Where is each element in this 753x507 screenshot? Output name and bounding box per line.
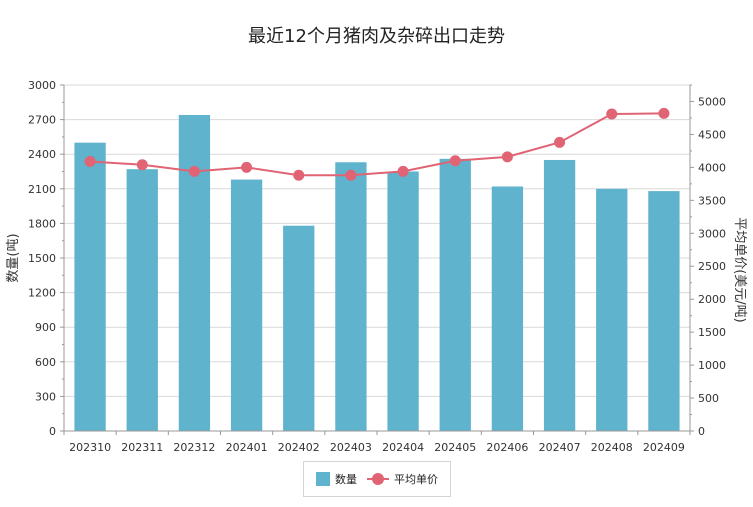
line-point	[84, 155, 96, 167]
x-tick-label: 202409	[643, 441, 685, 454]
legend-bar-label: 数量	[335, 473, 357, 486]
x-tick-label: 202312	[173, 441, 215, 454]
line-point	[136, 159, 148, 171]
x-tick-label: 202407	[539, 441, 581, 454]
x-tick-label: 202310	[69, 441, 111, 454]
x-tick-label: 202408	[591, 441, 633, 454]
x-tick-label: 202406	[486, 441, 528, 454]
x-tick-label: 202311	[121, 441, 163, 454]
bar	[439, 158, 471, 431]
x-tick-label: 202405	[434, 441, 476, 454]
line-point	[188, 165, 200, 177]
bar	[387, 171, 419, 431]
y-left-tick-label: 1200	[28, 287, 56, 300]
line-series	[84, 107, 670, 181]
line-point	[241, 161, 253, 173]
y-left-tick-label: 2400	[28, 148, 56, 161]
line-point	[345, 169, 357, 181]
y-left-tick-label: 2100	[28, 183, 56, 196]
y-right-tick-label: 4000	[698, 161, 726, 174]
y-right-tick-label: 2500	[698, 260, 726, 273]
y-right-tick-label: 3000	[698, 227, 726, 240]
y-right-tick-label: 5000	[698, 95, 726, 108]
bar	[126, 169, 158, 431]
x-tick-label: 202401	[226, 441, 268, 454]
y-right-tick-label: 3500	[698, 194, 726, 207]
legend-item-line: 平均单价	[367, 471, 438, 487]
line-point	[397, 165, 409, 177]
y-axis-right-title: 平均单价(美元/吨)	[732, 217, 747, 323]
y-left-tick-label: 1500	[28, 252, 56, 265]
x-tick-label: 202403	[330, 441, 372, 454]
y-left-tick-label: 0	[49, 425, 56, 438]
line-point	[606, 108, 618, 120]
y-right-tick-label: 0	[698, 425, 705, 438]
bar	[491, 186, 524, 431]
bar-series	[74, 114, 680, 432]
y-axis-left-title: 数量(吨)	[6, 233, 21, 282]
y-left-tick-label: 600	[35, 356, 56, 369]
y-left-tick-label: 1800	[28, 217, 56, 230]
legend-line-swatch	[367, 472, 389, 486]
legend-item-bar: 数量	[316, 471, 357, 487]
chart-title: 最近12个月猪肉及杂碎出口走势	[248, 26, 505, 47]
x-tick-label: 202402	[278, 441, 320, 454]
y-left-tick-label: 300	[35, 390, 56, 403]
y-right-tick-label: 4500	[698, 128, 726, 141]
y-left-tick-label: 3000	[28, 79, 56, 92]
line-path	[90, 112, 664, 177]
y-right-tick-label: 500	[698, 392, 719, 405]
bar	[74, 142, 106, 431]
bar	[283, 225, 315, 431]
y-right-tick-label: 1500	[698, 326, 726, 339]
legend-line-label: 平均单价	[394, 473, 438, 486]
bar	[178, 114, 211, 431]
y-right-tick-label: 2000	[698, 293, 726, 306]
bar	[543, 159, 576, 431]
line-point	[658, 107, 670, 119]
chart-legend: 数量 平均单价	[303, 461, 451, 497]
y-left-tick-label: 900	[35, 321, 56, 334]
bar	[230, 179, 263, 431]
line-point	[554, 136, 566, 148]
x-tick-label: 202404	[382, 441, 424, 454]
y-left-tick-label: 2700	[28, 114, 56, 127]
axes: 0 300 600 900 1200 1500 1800 2100 2400 2700 3000 0 5…	[28, 79, 726, 454]
bar	[596, 188, 628, 431]
line-point	[501, 151, 513, 163]
y-right-tick-label: 1000	[698, 359, 726, 372]
bar	[335, 162, 367, 432]
legend-bar-swatch	[316, 472, 330, 486]
line-point	[449, 155, 461, 167]
bar	[648, 191, 680, 431]
line-point	[293, 169, 305, 181]
